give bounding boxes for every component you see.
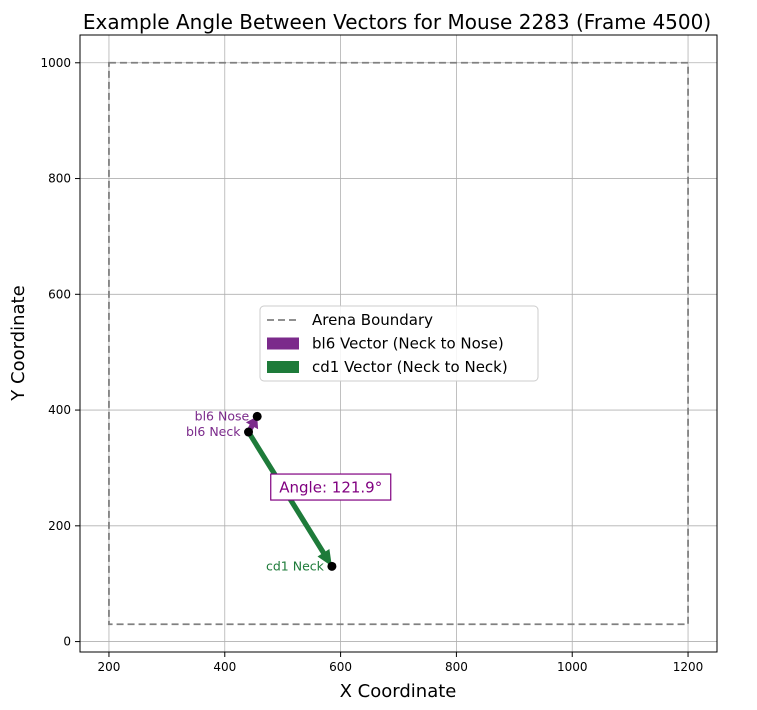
legend-entry-arena-boundary: Arena Boundary: [267, 311, 433, 329]
x-tick-label: 200: [98, 660, 121, 674]
chart-title: Example Angle Between Vectors for Mouse …: [83, 10, 711, 34]
angle-annotation-box: [270, 473, 392, 501]
x-tick-label: 400: [213, 660, 236, 674]
legend-label: Arena Boundary: [312, 311, 433, 329]
x-tick-label: 1200: [673, 660, 704, 674]
annotation-layer: Angle: 121.9°: [270, 473, 392, 501]
x-tick-label: 800: [445, 660, 468, 674]
arena-layer: [108, 61, 689, 626]
legend-box: [259, 305, 539, 382]
y-tick-label: 200: [48, 519, 71, 533]
legend-label: bl6 Vector (Neck to Nose): [312, 335, 504, 353]
x-axis-label: X Coordinate: [340, 681, 457, 702]
y-tick-label: 600: [48, 287, 71, 301]
point-label-bl6-nose: bl6 Nose: [195, 408, 250, 423]
y-ticks: 0 200 400 600 800 1000: [40, 56, 80, 649]
point-label-bl6-neck: bl6 Neck: [186, 424, 241, 439]
x-tick-label: 600: [329, 660, 352, 674]
legend-entry-bl6-vector-neck-to-nose: bl6 Vector (Neck to Nose): [267, 335, 504, 353]
x-ticks: 200 400 600 800 1000 1200: [98, 652, 704, 674]
plot-frame: [79, 34, 718, 653]
angle-annotation-text: Angle: 121.9°: [279, 479, 382, 497]
legend-swatch: [267, 337, 299, 350]
point-bl6-neck: [244, 427, 254, 437]
point-bl6-nose: [252, 411, 262, 421]
y-axis-label: Y Coordinate: [8, 285, 29, 401]
y-tick-label: 0: [63, 635, 71, 649]
legend-swatch: [267, 361, 299, 373]
legend-entry-cd1-vector-neck-to-neck: cd1 Vector (Neck to Neck): [267, 358, 508, 376]
y-tick-label: 800: [48, 172, 71, 186]
x-tick-label: 1000: [557, 660, 588, 674]
legend: Arena Boundary bl6 Vector (Neck to Nose) c…: [259, 305, 539, 382]
y-tick-label: 1000: [40, 56, 71, 70]
point-cd1-neck: [327, 561, 337, 571]
point-label-cd1-neck: cd1 Neck: [266, 558, 325, 573]
legend-label: cd1 Vector (Neck to Neck): [312, 358, 508, 376]
y-tick-label: 400: [48, 403, 71, 417]
arena-boundary: [108, 61, 689, 626]
